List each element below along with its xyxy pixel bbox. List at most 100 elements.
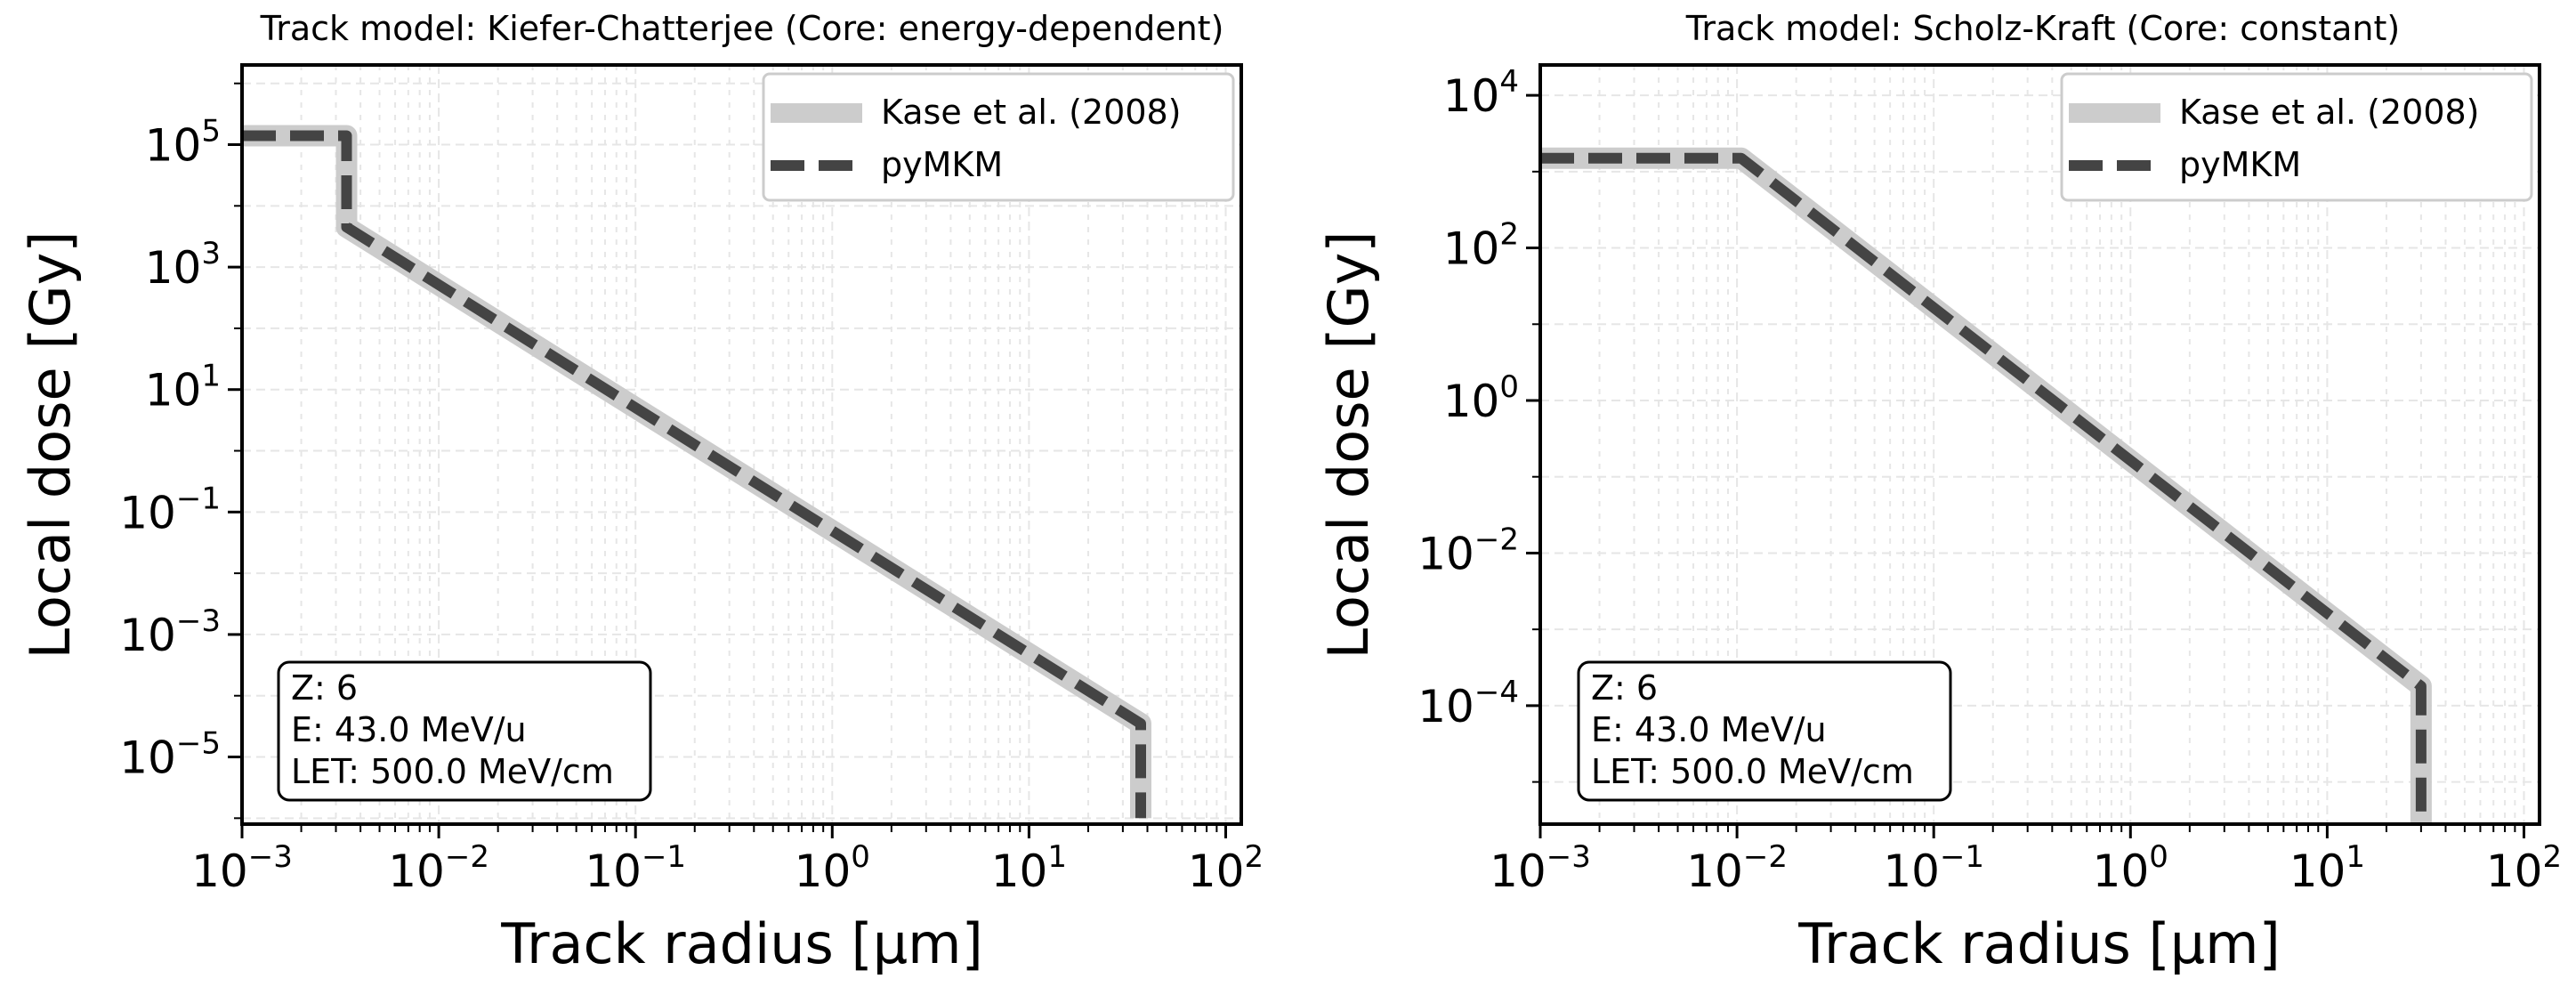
x-tick-exponent: 1 (1047, 839, 1067, 875)
legend-frame (2060, 72, 2533, 202)
y-tick-exponent: 0 (1499, 369, 1519, 405)
chart-title: Track model: Kiefer-Chatterjee (Core: en… (260, 9, 1224, 48)
x-tick-base: 10 (991, 845, 1048, 897)
y-axis-label: Local dose [Gy] (18, 231, 83, 659)
y-tick-exponent: 2 (1499, 217, 1519, 253)
y-tick-label: 10−5 (119, 726, 221, 784)
y-tick-exponent: −5 (176, 726, 221, 762)
x-tick-label: 102 (2486, 839, 2562, 897)
y-tick-base: 10 (1443, 223, 1500, 275)
x-tick-exponent: 2 (2542, 839, 2562, 875)
info-box-energy: E: 43.0 MeV/u (1591, 710, 1827, 749)
x-axis-label: Track radius [μm] (1797, 911, 2281, 976)
y-tick-base: 10 (119, 610, 176, 661)
x-tick-exponent: 2 (1244, 839, 1264, 875)
x-tick-label: 102 (1188, 839, 1264, 897)
x-tick-label: 10−3 (1490, 839, 1591, 897)
y-tick-label: 10−4 (1417, 675, 1519, 732)
x-tick-label: 100 (795, 839, 870, 897)
legend-frame (762, 72, 1235, 202)
y-tick-label: 10−2 (1417, 522, 1519, 579)
x-tick-label: 10−1 (1883, 839, 1984, 897)
legend-label-kase: Kase et al. (2008) (881, 93, 1182, 132)
x-tick-base: 10 (2093, 845, 2150, 897)
y-tick-label: 101 (145, 359, 221, 417)
legend-label-pymkm: pyMKM (2179, 145, 2301, 184)
x-tick-base: 10 (1188, 845, 1245, 897)
y-tick-exponent: −2 (1474, 522, 1519, 557)
y-tick-label: 102 (1443, 217, 1519, 275)
legend-label-kase: Kase et al. (2008) (2179, 93, 2480, 132)
series-layer (1540, 147, 2432, 824)
y-tick-label: 10−3 (119, 603, 221, 661)
info-box-energy: E: 43.0 MeV/u (291, 710, 527, 749)
y-tick-base: 10 (1417, 681, 1474, 732)
y-tick-base: 10 (145, 365, 202, 417)
chart-title: Track model: Scholz-Kraft (Core: constan… (1685, 9, 2400, 48)
series-line-pymkm (242, 130, 1146, 819)
x-tick-base: 10 (1883, 845, 1940, 897)
x-tick-exponent: −1 (1940, 839, 1984, 875)
x-axis-label: Track radius [μm] (500, 911, 983, 976)
panel-left: Track model: Kiefer-Chatterjee (Core: en… (18, 9, 1264, 976)
y-tick-exponent: −1 (176, 481, 221, 516)
x-tick-label: 10−2 (388, 839, 489, 897)
info-box-z: Z: 6 (291, 668, 358, 708)
x-tick-exponent: −3 (1546, 839, 1591, 875)
series-line-pymkm (1540, 152, 2427, 824)
x-tick-exponent: 0 (851, 839, 870, 875)
info-box: Z: 6 E: 43.0 MeV/u LET: 500.0 MeV/cm (1577, 660, 1952, 802)
y-tick-exponent: 5 (201, 114, 221, 150)
y-tick-exponent: 1 (201, 359, 221, 394)
x-tick-base: 10 (1686, 845, 1743, 897)
x-tick-exponent: −1 (642, 839, 686, 875)
x-tick-base: 10 (191, 845, 248, 897)
y-tick-label: 10−1 (119, 481, 221, 538)
y-tick-base: 10 (1417, 528, 1474, 579)
legend: Kase et al. (2008) pyMKM (2060, 72, 2533, 202)
x-tick-label: 10−3 (191, 839, 293, 897)
x-tick-label: 10−1 (585, 839, 686, 897)
series-layer (242, 125, 1151, 819)
y-tick-base: 10 (119, 732, 176, 784)
y-tick-base: 10 (1443, 70, 1500, 122)
y-axis-label: Local dose [Gy] (1316, 231, 1381, 659)
y-tick-base: 10 (1443, 376, 1500, 427)
panel-right: Track model: Scholz-Kraft (Core: constan… (1316, 9, 2562, 976)
y-tick-exponent: −4 (1474, 675, 1519, 710)
ticks: 10−3 10−2 10−1 100 101 10210−510−310−11011031… (119, 82, 1264, 897)
y-tick-label: 103 (145, 236, 221, 294)
y-tick-exponent: −3 (176, 603, 221, 639)
info-box-frame (277, 660, 652, 802)
x-tick-exponent: −3 (248, 839, 293, 875)
x-tick-base: 10 (585, 845, 642, 897)
y-tick-base: 10 (145, 120, 202, 172)
x-tick-base: 10 (388, 845, 445, 897)
info-box-z: Z: 6 (1591, 668, 1658, 708)
plot-frame (240, 63, 1243, 826)
y-tick-exponent: 3 (201, 236, 221, 271)
x-tick-label: 10−2 (1686, 839, 1788, 897)
x-tick-base: 10 (2486, 845, 2543, 897)
y-tick-exponent: 4 (1499, 64, 1519, 100)
y-tick-label: 105 (145, 114, 221, 172)
y-tick-label: 100 (1443, 369, 1519, 427)
y-tick-label: 104 (1443, 64, 1519, 122)
plot-frame (1538, 63, 2541, 826)
x-tick-label: 101 (991, 839, 1067, 897)
info-box: Z: 6 E: 43.0 MeV/u LET: 500.0 MeV/cm (277, 660, 652, 802)
x-tick-base: 10 (2289, 845, 2346, 897)
x-tick-exponent: 1 (2346, 839, 2365, 875)
x-tick-exponent: −2 (1743, 839, 1788, 875)
info-box-let: LET: 500.0 MeV/cm (291, 752, 614, 791)
x-tick-exponent: 0 (2149, 839, 2168, 875)
x-tick-base: 10 (1490, 845, 1546, 897)
x-tick-label: 101 (2289, 839, 2365, 897)
x-tick-label: 100 (2093, 839, 2168, 897)
y-tick-base: 10 (119, 487, 176, 538)
info-box-frame (1577, 660, 1952, 802)
info-box-let: LET: 500.0 MeV/cm (1591, 752, 1914, 791)
legend-label-pymkm: pyMKM (881, 145, 1003, 184)
